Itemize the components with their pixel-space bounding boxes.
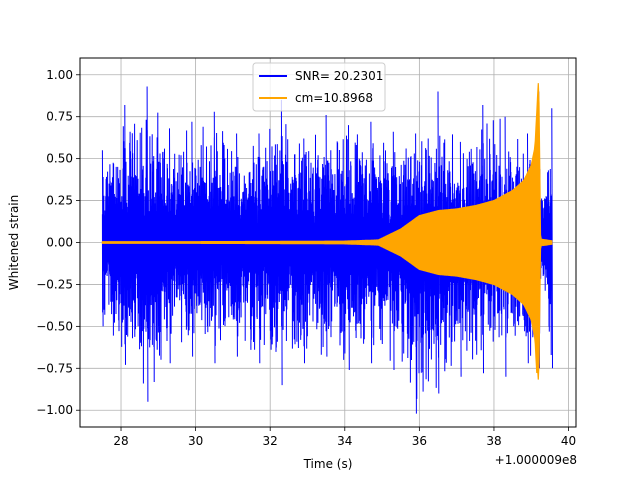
x-tick-label: 38 <box>486 434 501 448</box>
y-tick-label: −0.25 <box>36 277 73 291</box>
y-tick-label: 1.00 <box>46 68 73 82</box>
y-tick-label: 0.25 <box>46 194 73 208</box>
y-tick-label: 0.00 <box>46 236 73 250</box>
y-tick-label: 0.75 <box>46 110 73 124</box>
x-axis-offset-label: +1.000009e8 <box>495 453 577 467</box>
x-tick-label: 30 <box>188 434 203 448</box>
x-tick-label: 28 <box>113 434 128 448</box>
x-tick-label: 32 <box>263 434 278 448</box>
y-tick-label: −0.50 <box>36 319 73 333</box>
legend-label-cm: cm=10.8968 <box>295 91 373 105</box>
plot-series <box>101 83 553 414</box>
x-tick-label: 40 <box>561 434 576 448</box>
legend: SNR= 20.2301 cm=10.8968 <box>252 62 386 112</box>
x-tick-label: 36 <box>412 434 427 448</box>
x-tick-label: 34 <box>337 434 352 448</box>
axis-ticks: 28 30 32 34 36 38 40 −1.00 −0.75 −0.50 −0.25 0.00 0.… <box>36 68 576 448</box>
y-axis-label: Whitened strain <box>7 195 21 291</box>
x-axis-label: Time (s) <box>303 457 353 471</box>
y-tick-label: −0.75 <box>36 361 73 375</box>
legend-label-snr: SNR= 20.2301 <box>295 69 383 83</box>
y-tick-label: 0.50 <box>46 152 73 166</box>
y-tick-label: −1.00 <box>36 403 73 417</box>
